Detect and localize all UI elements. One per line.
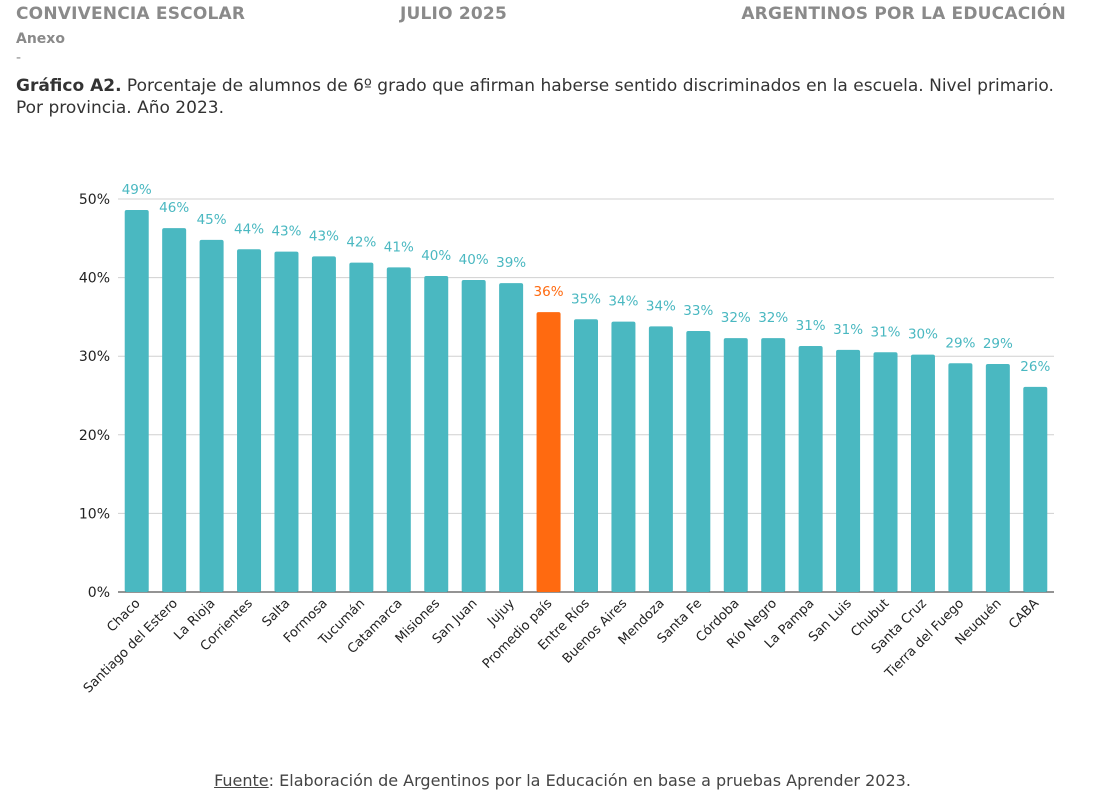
chart-title-text: Porcentaje de alumnos de 6º grado que af… [16,76,1054,118]
source-text: : Elaboración de Argentinos por la Educa… [268,771,911,790]
bar [386,267,411,592]
separator: - [16,50,22,66]
data-label: 40% [459,252,489,268]
x-tick-label: Salta [259,596,293,630]
bar [424,276,449,592]
bar [611,321,636,592]
data-label: 40% [421,248,451,264]
data-label: 36% [534,284,564,300]
data-label: 44% [234,221,264,237]
data-label: 49% [122,182,152,198]
data-label: 46% [159,200,189,216]
data-label: 32% [721,310,751,326]
bar [798,345,823,592]
data-label: 34% [646,298,676,314]
data-label: 29% [983,336,1013,352]
data-label: 29% [945,335,975,351]
bar [761,338,786,592]
data-label: 31% [833,322,863,338]
y-tick-label: 40% [79,271,110,287]
bar [836,349,861,592]
data-label: 32% [758,310,788,326]
bar [574,319,598,592]
bar [124,210,149,592]
data-label: 35% [571,291,601,307]
bar [162,228,187,592]
data-label: 42% [346,235,376,251]
bar [199,239,224,592]
y-tick-label: 20% [79,428,110,444]
x-tick-label: CABA [1006,596,1042,632]
chart-title: Gráfico A2. Porcentaje de alumnos de 6º … [16,75,1076,119]
bar [686,331,711,592]
header-left: CONVIVENCIA ESCOLAR [16,4,246,24]
data-label: 43% [309,228,339,244]
bar [910,354,935,592]
bar [723,338,748,592]
bar [237,249,262,592]
x-tick-label: Jujuy [484,596,518,630]
y-tick-label: 10% [79,506,110,522]
bar [274,251,299,593]
bar [499,283,524,592]
bar [873,352,898,592]
data-label: 41% [384,239,414,255]
chart-title-label: Gráfico A2. [16,76,122,96]
section-label: Anexo [16,31,65,47]
y-tick-label: 50% [79,192,110,208]
y-tick-label: 0% [88,585,110,601]
data-label: 31% [871,324,901,340]
data-label: 45% [197,212,227,228]
data-label: 31% [796,318,826,334]
data-label: 30% [908,327,938,343]
data-label: 39% [496,255,526,271]
y-tick-label: 30% [79,349,110,365]
bar [985,364,1010,592]
bar [648,326,673,592]
bar [948,363,973,592]
source-label: Fuente [214,771,269,790]
header-right: ARGENTINOS POR LA EDUCACIÓN [741,4,1066,24]
data-label: 34% [608,294,638,310]
bar [536,312,561,592]
header-center: JULIO 2025 [400,4,507,24]
bar [349,262,374,592]
source-note: Fuente: Elaboración de Argentinos por la… [0,771,1108,790]
bar [461,279,486,592]
bar [1023,386,1048,592]
bar [311,256,336,592]
data-label: 26% [1020,359,1050,375]
data-label: 33% [683,303,713,319]
data-label: 43% [271,224,301,240]
